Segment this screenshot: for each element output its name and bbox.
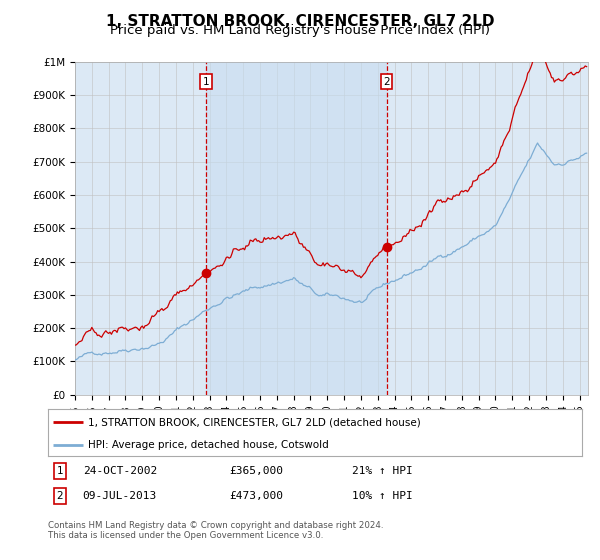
Text: Price paid vs. HM Land Registry's House Price Index (HPI): Price paid vs. HM Land Registry's House … [110,24,490,36]
Text: HPI: Average price, detached house, Cotswold: HPI: Average price, detached house, Cots… [88,440,329,450]
Text: £365,000: £365,000 [230,465,284,475]
Text: 2: 2 [56,491,63,501]
Text: 1: 1 [203,77,209,87]
Text: Contains HM Land Registry data © Crown copyright and database right 2024.
This d: Contains HM Land Registry data © Crown c… [48,521,383,540]
Text: 1: 1 [56,465,63,475]
Text: 24-OCT-2002: 24-OCT-2002 [83,465,157,475]
Text: 09-JUL-2013: 09-JUL-2013 [83,491,157,501]
Text: £473,000: £473,000 [230,491,284,501]
Bar [206,62,386,395]
Text: 10% ↑ HPI: 10% ↑ HPI [352,491,413,501]
Text: 21% ↑ HPI: 21% ↑ HPI [352,465,413,475]
Text: 1, STRATTON BROOK, CIRENCESTER, GL7 2LD: 1, STRATTON BROOK, CIRENCESTER, GL7 2LD [106,14,494,29]
Text: 2: 2 [383,77,390,87]
Text: 1, STRATTON BROOK, CIRENCESTER, GL7 2LD (detached house): 1, STRATTON BROOK, CIRENCESTER, GL7 2LD … [88,417,421,427]
